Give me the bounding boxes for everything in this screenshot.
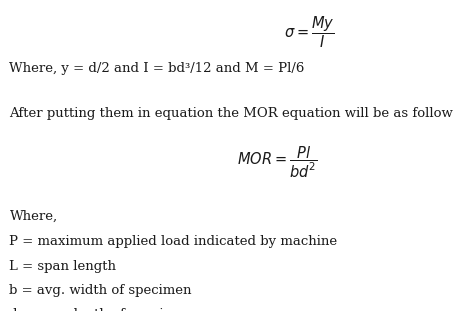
Text: After putting them in equation the MOR equation will be as follow: After putting them in equation the MOR e… — [9, 107, 453, 120]
Text: $MOR = \dfrac{Pl}{bd^2}$: $MOR = \dfrac{Pl}{bd^2}$ — [237, 145, 318, 180]
Text: Where, y = d/2 and I = bd³/12 and M = Pl/6: Where, y = d/2 and I = bd³/12 and M = Pl… — [9, 62, 305, 75]
Text: b = avg. width of specimen: b = avg. width of specimen — [9, 284, 192, 297]
Text: Where,: Where, — [9, 210, 58, 223]
Text: d = avg. depth of specimen: d = avg. depth of specimen — [9, 308, 193, 311]
Text: $\sigma = \dfrac{My}{I}$: $\sigma = \dfrac{My}{I}$ — [284, 14, 335, 49]
Text: L = span length: L = span length — [9, 260, 117, 273]
Text: P = maximum applied load indicated by machine: P = maximum applied load indicated by ma… — [9, 235, 337, 248]
